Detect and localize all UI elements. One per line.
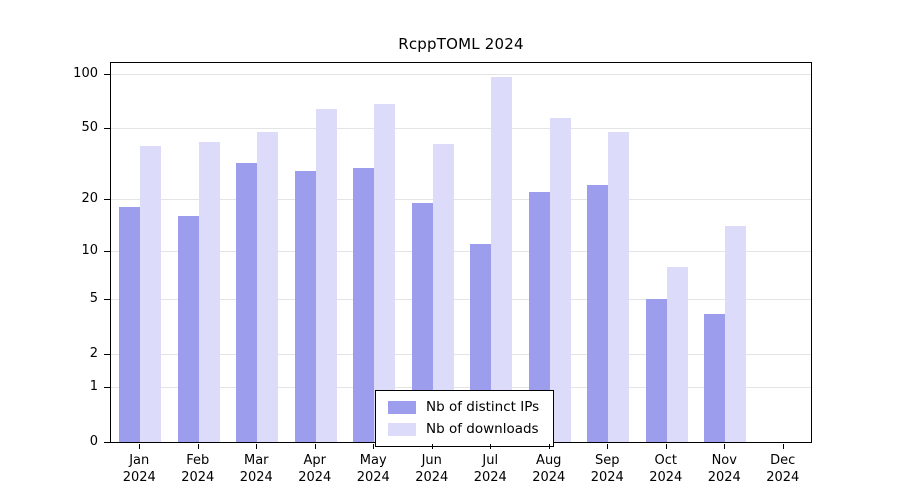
plot-area: Nb of distinct IPs Nb of downloads bbox=[110, 62, 812, 447]
x-axis-label-month: Dec bbox=[770, 453, 796, 468]
legend-swatch bbox=[388, 400, 416, 414]
y-axis-tick-label: 5 bbox=[89, 291, 98, 307]
x-axis-label-month: May bbox=[359, 453, 387, 468]
bar-downloads-mar bbox=[257, 131, 279, 442]
x-axis-label-year: 2024 bbox=[532, 470, 566, 485]
bar-downloads-jul bbox=[491, 77, 513, 442]
y-axis-tick-label: 0 bbox=[89, 434, 98, 449]
legend: Nb of distinct IPs Nb of downloads bbox=[375, 390, 555, 447]
chart-title: RcppTOML 2024 bbox=[398, 35, 524, 53]
bar-downloads-feb bbox=[198, 142, 220, 442]
legend-item: Nb of downloads bbox=[388, 421, 539, 437]
x-axis-label-month: Oct bbox=[654, 453, 677, 468]
bar-downloads-oct bbox=[666, 266, 688, 442]
x-axis-label-jan: Jan 2024 bbox=[110, 452, 168, 486]
bar-distinct-ips-nov bbox=[704, 313, 726, 442]
gridline bbox=[111, 199, 811, 201]
x-axis-label-year: 2024 bbox=[298, 470, 332, 485]
y-axis-tick-label: 1 bbox=[89, 378, 98, 394]
gridline bbox=[111, 299, 811, 301]
bar-downloads-may bbox=[374, 104, 396, 442]
x-axis-label-year: 2024 bbox=[649, 470, 683, 485]
x-axis-tick bbox=[724, 444, 726, 449]
bar-distinct-ips-aug bbox=[528, 191, 550, 442]
x-axis-label-year: 2024 bbox=[356, 470, 390, 485]
gridline bbox=[111, 128, 811, 130]
x-axis-tick bbox=[782, 444, 784, 449]
x-axis-label-year: 2024 bbox=[590, 470, 624, 485]
bar-downloads-aug bbox=[549, 118, 571, 442]
gridline bbox=[111, 250, 811, 252]
x-axis-label-feb: Feb 2024 bbox=[169, 452, 227, 486]
y-axis-tick-label: 100 bbox=[73, 66, 98, 81]
x-axis-label-month: Nov bbox=[711, 453, 737, 468]
gridline bbox=[111, 354, 811, 356]
bar-downloads-jan bbox=[140, 145, 162, 442]
x-axis-label-nov: Nov 2024 bbox=[695, 452, 753, 486]
legend-label: Nb of distinct IPs bbox=[426, 399, 540, 415]
x-axis-label-month: Aug bbox=[536, 453, 562, 468]
bar-distinct-ips-oct bbox=[645, 299, 667, 442]
bar-distinct-ips-feb bbox=[177, 216, 199, 442]
y-axis-tick-label: 50 bbox=[81, 120, 98, 136]
x-axis-tick bbox=[197, 444, 199, 449]
y-axis-tick-label: 10 bbox=[81, 242, 98, 258]
x-axis-label-month: Mar bbox=[243, 453, 269, 468]
bar-distinct-ips-may bbox=[353, 168, 375, 442]
x-axis-label-year: 2024 bbox=[415, 470, 449, 485]
x-axis-tick bbox=[139, 444, 141, 449]
x-axis-label-year: 2024 bbox=[122, 470, 156, 485]
x-axis-label-jul: Jul 2024 bbox=[461, 452, 519, 486]
legend-swatch bbox=[388, 422, 416, 436]
y-axis-tick-label: 20 bbox=[81, 191, 98, 207]
x-axis-label-month: Sep bbox=[594, 453, 620, 468]
x-axis-label-month: Jul bbox=[482, 453, 499, 468]
x-axis-label-mar: Mar 2024 bbox=[227, 452, 285, 486]
bar-downloads-jun bbox=[432, 143, 454, 442]
x-axis-label-year: 2024 bbox=[239, 470, 273, 485]
bar-downloads-sep bbox=[608, 131, 630, 442]
x-axis-label-jun: Jun 2024 bbox=[403, 452, 461, 486]
x-axis-label-apr: Apr 2024 bbox=[286, 452, 344, 486]
legend-item: Nb of distinct IPs bbox=[388, 399, 539, 415]
x-axis-label-dec: Dec 2024 bbox=[754, 452, 812, 486]
bar-distinct-ips-jun bbox=[411, 203, 433, 442]
x-axis-label-month: Jun bbox=[421, 453, 442, 468]
x-axis-label-month: Apr bbox=[303, 453, 327, 468]
bar-downloads-apr bbox=[315, 109, 337, 442]
x-axis-label-month: Feb bbox=[186, 453, 210, 468]
x-axis-label-year: 2024 bbox=[707, 470, 741, 485]
x-axis-tick bbox=[314, 444, 316, 449]
x-axis-label-year: 2024 bbox=[181, 470, 215, 485]
legend-label: Nb of downloads bbox=[426, 421, 539, 437]
x-axis-label-year: 2024 bbox=[473, 470, 507, 485]
bar-downloads-nov bbox=[725, 226, 747, 442]
x-axis-label-sep: Sep 2024 bbox=[578, 452, 636, 486]
bar-distinct-ips-mar bbox=[236, 163, 258, 442]
x-axis-label-may: May 2024 bbox=[344, 452, 402, 486]
bar-distinct-ips-sep bbox=[587, 185, 609, 442]
x-axis-tick bbox=[665, 444, 667, 449]
x-axis-tick bbox=[607, 444, 609, 449]
gridline bbox=[111, 74, 811, 75]
y-axis-tick-label: 2 bbox=[89, 346, 98, 362]
x-axis-label-aug: Aug 2024 bbox=[520, 452, 578, 486]
x-axis-label-month: Jan bbox=[129, 453, 150, 468]
bar-distinct-ips-apr bbox=[294, 170, 316, 442]
x-axis-tick bbox=[256, 444, 258, 449]
x-axis-label-oct: Oct 2024 bbox=[637, 452, 695, 486]
gridline bbox=[111, 386, 811, 388]
bar-distinct-ips-jan bbox=[119, 207, 141, 442]
x-axis-label-year: 2024 bbox=[766, 470, 800, 485]
